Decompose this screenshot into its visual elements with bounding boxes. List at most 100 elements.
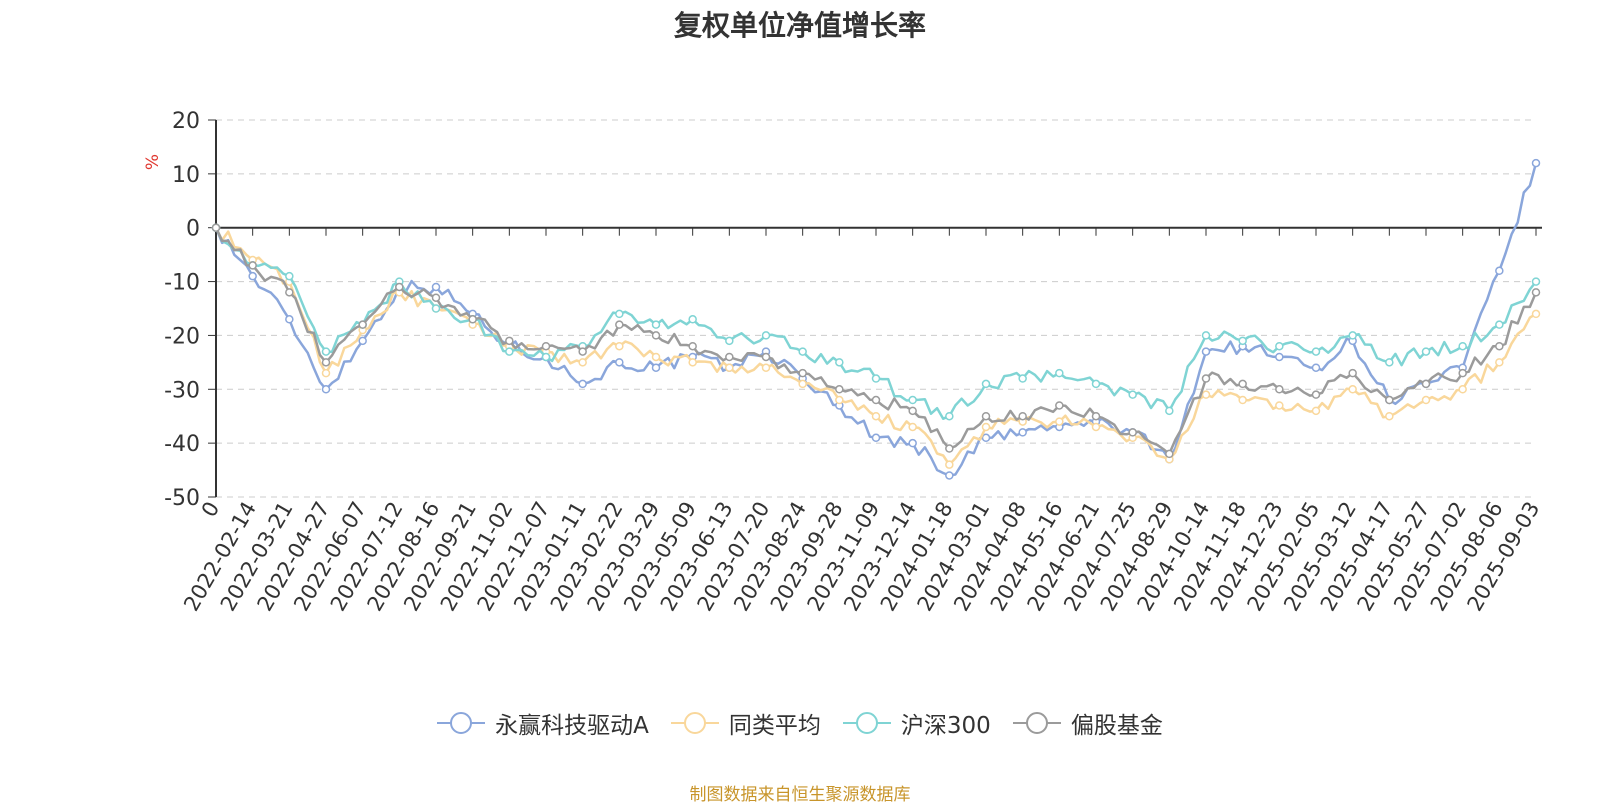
series-line — [214, 227, 1537, 466]
data-point — [1421, 395, 1431, 405]
data-point — [1055, 401, 1064, 410]
data-point — [1495, 358, 1504, 367]
data-point — [1275, 352, 1284, 362]
data-point — [981, 422, 991, 432]
data-point — [1018, 374, 1027, 383]
series-lines — [211, 158, 1541, 480]
data-point — [908, 438, 917, 448]
data-point — [1055, 417, 1064, 426]
data-point — [1458, 341, 1467, 351]
data-point — [908, 422, 917, 432]
legend-item-series-1[interactable]: 同类平均 — [670, 706, 821, 740]
data-point — [615, 320, 624, 329]
data-point — [1385, 358, 1394, 367]
data-point — [945, 471, 954, 480]
grid-lines — [216, 119, 1536, 498]
data-point — [908, 395, 917, 405]
y-tick-label: 20 — [172, 109, 200, 134]
legend-label: 同类平均 — [728, 713, 821, 739]
legend-item-series-2[interactable]: 沪深300 — [842, 706, 991, 740]
data-point — [835, 395, 844, 405]
data-point — [1128, 390, 1137, 399]
data-point — [1311, 390, 1321, 399]
data-point — [285, 271, 294, 281]
data-point — [1238, 336, 1247, 346]
data-point — [211, 223, 221, 232]
data-point — [1348, 368, 1357, 378]
data-point — [321, 358, 331, 367]
data-point — [578, 358, 587, 367]
data-point — [505, 347, 514, 356]
data-point — [285, 315, 294, 324]
data-point — [321, 385, 331, 394]
data-point — [688, 315, 697, 324]
data-point — [1201, 374, 1211, 383]
data-point — [871, 433, 881, 443]
data-point — [945, 411, 954, 421]
data-point — [1018, 428, 1027, 437]
data-point — [1385, 411, 1394, 421]
data-point — [688, 358, 697, 367]
y-tick-label: -20 — [164, 324, 200, 349]
data-point — [1091, 411, 1101, 421]
data-point — [1275, 385, 1284, 394]
data-point — [1165, 406, 1174, 416]
data-point — [871, 411, 881, 421]
data-point — [248, 261, 257, 270]
data-point — [871, 395, 881, 405]
data-point — [1421, 347, 1431, 356]
data-point — [1495, 320, 1504, 329]
legend-line-circle-icon — [1012, 712, 1061, 734]
source-note: 制图数据来自恒生聚源数据库 — [689, 785, 911, 805]
data-point — [1531, 158, 1541, 168]
data-point — [871, 374, 881, 383]
data-point — [1311, 347, 1321, 356]
data-point — [1458, 385, 1467, 394]
data-point — [431, 282, 441, 292]
data-point — [285, 288, 294, 297]
data-point — [651, 363, 661, 372]
legend-label: 沪深300 — [900, 713, 991, 739]
data-point — [431, 304, 441, 313]
data-point — [1495, 341, 1504, 351]
data-point — [981, 379, 991, 389]
data-point — [1531, 288, 1541, 297]
legend-item-series-3[interactable]: 偏股基金 — [1012, 706, 1163, 740]
y-tick-label: -50 — [164, 486, 200, 511]
data-point — [761, 363, 771, 372]
data-point — [725, 352, 734, 362]
data-point — [395, 282, 404, 292]
data-point — [1348, 331, 1357, 340]
legend-item-series-0[interactable]: 永赢科技驱动A — [437, 706, 649, 740]
data-point — [358, 336, 367, 346]
data-point — [248, 271, 257, 281]
data-point — [651, 320, 661, 329]
data-point — [1165, 449, 1174, 459]
data-point — [1128, 428, 1137, 437]
data-point — [1421, 379, 1431, 389]
series-line — [214, 227, 1537, 420]
data-point — [1311, 406, 1321, 416]
legend-line-circle-icon — [437, 712, 486, 734]
data-point — [798, 347, 807, 356]
legend-label: 永赢科技驱动A — [495, 713, 649, 739]
data-point — [321, 347, 331, 356]
data-point — [1311, 363, 1321, 372]
data-point — [578, 379, 587, 389]
y-tick-label: -40 — [164, 432, 200, 457]
data-point — [615, 341, 624, 351]
y-axis-label: % — [143, 154, 163, 170]
data-point — [431, 293, 441, 302]
data-point — [651, 352, 661, 362]
data-point — [1018, 411, 1027, 421]
data-point — [468, 315, 477, 324]
data-point — [541, 341, 551, 351]
data-point — [541, 352, 551, 362]
data-point — [505, 336, 514, 346]
data-point — [798, 379, 807, 389]
data-point — [981, 433, 991, 443]
data-point — [1238, 379, 1247, 389]
data-point — [688, 341, 697, 351]
data-point — [1238, 395, 1247, 405]
